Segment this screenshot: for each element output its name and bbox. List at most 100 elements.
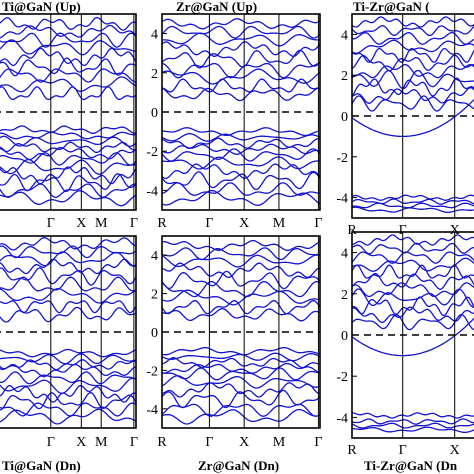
y-tick-label: -2 — [146, 145, 158, 160]
band-line — [352, 87, 474, 104]
band-line — [162, 127, 320, 137]
band-line — [162, 254, 320, 268]
band-line — [162, 280, 320, 298]
band-line — [352, 264, 474, 279]
k-point-label: X — [450, 223, 460, 238]
k-point-label: M — [95, 435, 108, 450]
band-line — [0, 245, 136, 259]
y-tick-label: -4 — [336, 411, 348, 426]
band-line — [162, 87, 320, 102]
band-line — [162, 25, 320, 39]
panel-title: Ti-Zr@GaN (Dn — [364, 458, 458, 473]
band-line — [352, 314, 474, 331]
plot-area: -4 -2 0 2 4 R Γ X — [336, 231, 474, 458]
band-line — [352, 296, 474, 317]
band-line — [162, 382, 320, 398]
band-line — [352, 412, 474, 419]
panel-title: Ti-Zr@GaN ( — [353, 0, 430, 14]
plot-area: -4 -2 0 2 4 R Γ X — [336, 13, 474, 238]
y-tick-label: 0 — [341, 329, 348, 344]
band-line — [352, 69, 474, 90]
band-line — [352, 251, 474, 264]
panel-zr-gan-up: Zr@GaN (Up) -4 -2 0 2 4 R Γ X M Γ — [146, 0, 322, 231]
band-line — [162, 270, 320, 290]
k-point-label: X — [76, 216, 86, 231]
band-line — [162, 408, 320, 425]
band-line — [0, 152, 136, 166]
band-line — [352, 98, 474, 138]
band-line — [0, 306, 136, 323]
band-line — [0, 76, 136, 93]
band-line — [352, 305, 474, 324]
band-line — [352, 288, 474, 308]
plot-frame — [0, 235, 137, 429]
y-tick-label: 4 — [151, 249, 158, 264]
band-line — [162, 362, 320, 374]
y-tick-label: 2 — [341, 69, 348, 84]
band-line — [162, 171, 320, 191]
panel-title: Zr@GaN (Dn) — [198, 458, 279, 473]
y-tick-label: 2 — [341, 288, 348, 303]
k-point-label: Γ — [205, 216, 213, 231]
k-point-label: R — [157, 216, 167, 231]
band-line — [0, 47, 136, 67]
band-line — [0, 377, 136, 394]
band-line — [352, 234, 474, 246]
band-line — [162, 239, 320, 251]
band-line — [0, 300, 136, 314]
band-line — [352, 426, 474, 434]
band-line — [162, 133, 320, 142]
band-line — [162, 62, 320, 79]
band-line — [0, 190, 136, 207]
band-line — [162, 68, 320, 85]
band-line — [162, 163, 320, 180]
k-point-label: X — [76, 435, 86, 450]
band-line — [352, 32, 474, 45]
band-line — [162, 403, 320, 417]
y-tick-label: 0 — [341, 110, 348, 125]
band-line — [0, 141, 136, 154]
plot-frame — [0, 13, 137, 211]
band-line — [0, 237, 136, 251]
panel-tizr-gan-up: Ti-Zr@GaN ( -4 -2 0 2 4 R Γ X — [336, 0, 474, 238]
band-line — [352, 25, 474, 37]
k-point-label: M — [273, 216, 286, 231]
y-tick-label: 0 — [151, 106, 158, 121]
band-line — [0, 267, 136, 286]
k-point-label: M — [273, 435, 286, 450]
band-line — [352, 272, 474, 290]
band-line — [162, 262, 320, 279]
band-line — [0, 16, 136, 31]
band-line — [0, 158, 136, 175]
band-line — [162, 18, 320, 30]
panel-title: Ti@GaN (Up) — [2, 0, 81, 14]
plot-area: -4 -2 0 2 4 R Γ X M Γ — [146, 235, 322, 450]
band-line — [0, 348, 136, 358]
y-tick-label: 4 — [341, 28, 348, 43]
plot-area: -4 -2 0 2 4 R Γ X M Γ — [146, 13, 322, 231]
band-line — [162, 375, 320, 389]
band-line — [162, 78, 320, 93]
band-line — [0, 32, 136, 48]
k-point-label: R — [347, 443, 357, 458]
band-line — [352, 16, 474, 28]
k-point-label: Γ — [399, 223, 407, 238]
y-tick-label: 2 — [151, 288, 158, 303]
k-point-label: Γ — [399, 443, 407, 458]
band-line — [162, 307, 320, 322]
band-line — [352, 194, 474, 201]
k-point-label: Γ — [47, 435, 55, 450]
y-tick-label: -4 — [336, 192, 348, 207]
band-line — [0, 392, 136, 411]
band-line — [0, 131, 136, 140]
band-line — [352, 282, 474, 298]
band-line — [0, 288, 136, 304]
band-line — [162, 156, 320, 170]
k-point-label: R — [347, 223, 357, 238]
band-line — [162, 289, 320, 306]
k-point-label: Γ — [314, 216, 322, 231]
band-line — [352, 418, 474, 425]
